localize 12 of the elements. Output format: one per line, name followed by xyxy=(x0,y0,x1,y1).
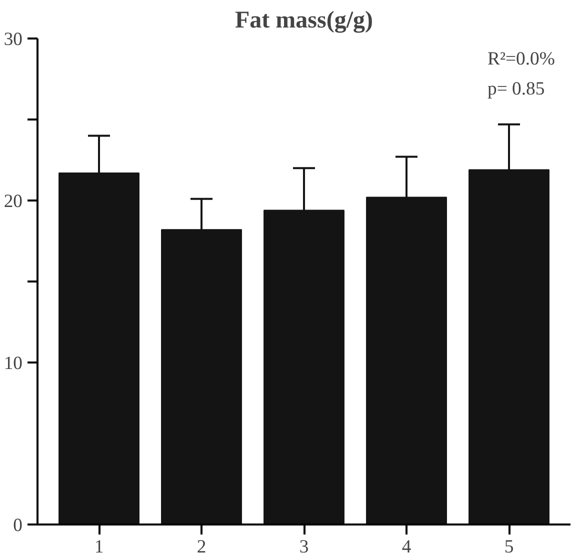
chart-title: Fat mass(g/g) xyxy=(235,8,373,34)
y-tick-label: 10 xyxy=(4,353,22,374)
x-tick-label: 4 xyxy=(402,536,412,558)
y-tick-label: 20 xyxy=(4,191,22,212)
x-tick-label: 5 xyxy=(504,536,514,558)
y-tick-label: 0 xyxy=(13,515,22,536)
x-tick-label: 2 xyxy=(196,536,206,558)
annotation: p= 0.85 xyxy=(488,78,545,100)
x-tick-label: 1 xyxy=(94,536,104,558)
x-tick-label: 3 xyxy=(299,536,309,558)
annotation: R²=0.0% xyxy=(488,48,555,70)
y-tick-label: 30 xyxy=(4,29,22,50)
